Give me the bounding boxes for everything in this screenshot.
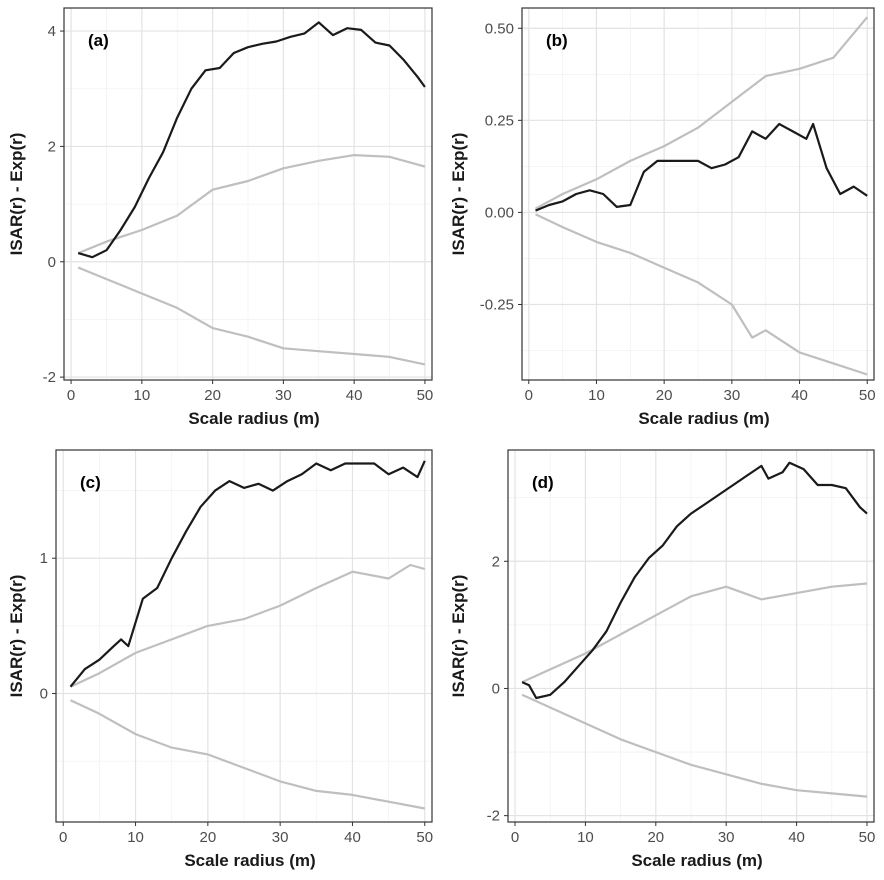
- series-line-observed: [77, 21, 426, 259]
- series-line-observed: [521, 461, 868, 700]
- panel-label: (c): [80, 473, 101, 492]
- y-axis-title: ISAR(r) - Exp(r): [449, 575, 468, 698]
- x-tick-label: 10: [134, 387, 151, 404]
- chart-panel-c: 0 10 20 30 40 50 0 1 Scale radius (m) ISAR(r) - E…: [0, 440, 442, 880]
- series-line-upper-envelope: [521, 582, 868, 684]
- plot-border: [507, 449, 875, 823]
- x-tick-label: 20: [204, 387, 221, 404]
- series-line-observed: [535, 122, 868, 212]
- y-axis-title: ISAR(r) - Exp(r): [7, 133, 26, 256]
- series-line-observed: [69, 460, 426, 688]
- chart-svg-c: 0 10 20 30 40 50 0 1 Scale radius (m) ISAR(r) - E…: [7, 449, 433, 870]
- series-line-lower-envelope: [521, 693, 868, 798]
- x-axis-title: Scale radius (m): [631, 851, 762, 870]
- x-tick-label: 20: [647, 829, 664, 846]
- y-tick-label: 4: [48, 23, 56, 40]
- x-tick-label: 30: [275, 387, 292, 404]
- series-line-lower-envelope: [535, 213, 868, 376]
- series-line-upper-envelope: [70, 563, 426, 688]
- plot-border: [63, 7, 433, 381]
- y-tick-label: 0: [40, 685, 48, 702]
- x-tick-label: 50: [859, 387, 876, 404]
- x-tick-label: 0: [525, 387, 533, 404]
- y-tick-label: 2: [48, 138, 56, 155]
- x-axis-title: Scale radius (m): [184, 851, 315, 870]
- series-line-upper-envelope: [534, 16, 869, 210]
- x-tick-label: 50: [859, 829, 876, 846]
- y-tick-label: 0.00: [485, 204, 514, 221]
- x-tick-label: 0: [511, 829, 519, 846]
- x-tick-label: 50: [417, 387, 434, 404]
- chart-panel-b: 0 10 20 30 40 50 -0.25 0.00 0.25 0.50 Scale radius…: [442, 0, 884, 440]
- x-tick-label: 40: [788, 829, 805, 846]
- x-tick-label: 30: [718, 829, 735, 846]
- chart-svg-a: 0 10 20 30 40 50 -2 0 2 4 Scale radius (m) ISAR(r) …: [7, 7, 434, 428]
- panel-label: (d): [532, 473, 554, 492]
- series-line-lower-envelope: [77, 266, 426, 366]
- series-line-upper-envelope: [77, 154, 426, 255]
- x-tick-label: 20: [656, 387, 673, 404]
- x-tick-label: 0: [67, 387, 75, 404]
- plot-border: [55, 449, 433, 823]
- y-tick-label: 1: [40, 550, 48, 567]
- series-line-lower-envelope: [70, 699, 426, 810]
- y-tick-label: 0.50: [485, 20, 514, 37]
- panel-label: (b): [546, 31, 568, 50]
- y-tick-label: 2: [492, 553, 500, 570]
- x-tick-label: 10: [127, 829, 144, 846]
- x-tick-label: 30: [272, 829, 289, 846]
- x-tick-label: 40: [344, 829, 361, 846]
- chart-svg-b: 0 10 20 30 40 50 -0.25 0.00 0.25 0.50 Scale radius…: [449, 7, 876, 428]
- x-axis-title: Scale radius (m): [638, 409, 769, 428]
- x-tick-label: 10: [588, 387, 605, 404]
- x-tick-label: 40: [791, 387, 808, 404]
- x-tick-label: 30: [724, 387, 741, 404]
- y-tick-label: -2: [43, 369, 56, 386]
- x-tick-label: 0: [59, 829, 67, 846]
- y-tick-label: 0: [48, 254, 56, 271]
- chart-svg-d: 0 10 20 30 40 50 -2 0 2 Scale radius (m) ISAR(r) -…: [449, 449, 876, 870]
- y-axis-title: ISAR(r) - Exp(r): [7, 575, 26, 698]
- y-axis-title: ISAR(r) - Exp(r): [449, 133, 468, 256]
- x-tick-label: 20: [200, 829, 217, 846]
- x-axis-title: Scale radius (m): [188, 409, 319, 428]
- x-tick-label: 40: [346, 387, 363, 404]
- panel-label: (a): [88, 31, 109, 50]
- y-tick-label: -0.25: [480, 296, 514, 313]
- y-tick-label: -2: [487, 808, 500, 825]
- x-tick-label: 50: [416, 829, 433, 846]
- chart-panel-d: 0 10 20 30 40 50 -2 0 2 Scale radius (m) ISAR(r) -…: [442, 440, 884, 880]
- chart-panel-a: 0 10 20 30 40 50 -2 0 2 4 Scale radius (m) ISAR(r) …: [0, 0, 442, 440]
- y-tick-label: 0.25: [485, 112, 514, 129]
- y-tick-label: 0: [492, 680, 500, 697]
- x-tick-label: 10: [577, 829, 594, 846]
- plot-border: [521, 7, 875, 381]
